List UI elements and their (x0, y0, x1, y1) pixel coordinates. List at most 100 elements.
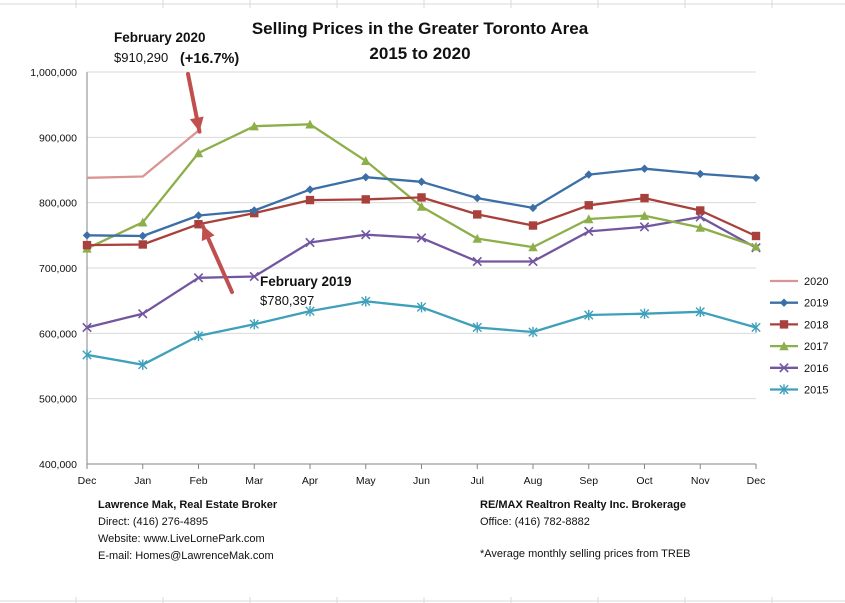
point-2016-6 (416, 233, 427, 243)
x-tick-label: Dec (747, 475, 766, 487)
point-2017-2 (193, 148, 204, 158)
point-2017-1 (138, 217, 148, 227)
annotation-feb-2020-change: (+16.7%) (180, 51, 240, 67)
legend-label-2020: 2020 (804, 276, 828, 288)
legend-item-2015: 2015 (770, 384, 828, 397)
point-2018-0 (82, 240, 92, 250)
y-tick-label: 500,000 (39, 394, 77, 406)
legend-label-2017: 2017 (804, 341, 828, 353)
annotation-feb-2019-label: February 2019 (260, 274, 352, 289)
point-2015-12 (751, 322, 761, 333)
axes: 400,000 500,000 600,000 700,000 800,000 900,0… (30, 67, 765, 487)
x-tick-label: Jan (134, 475, 151, 487)
series-2017 (82, 119, 761, 253)
x-tick-label: Nov (691, 475, 710, 487)
point-2016-2 (193, 273, 204, 283)
annotation-feb-2019-value: $780,397 (260, 293, 315, 308)
legend-marker (779, 298, 789, 307)
point-2018-10 (640, 193, 649, 203)
point-2018-5 (361, 195, 370, 204)
point-2016-4 (305, 237, 315, 248)
point-2019-1 (138, 231, 147, 241)
legend-item-2016: 2016 (770, 363, 828, 375)
x-tick-label: Jun (413, 475, 430, 487)
series-line-2020 (86, 129, 200, 179)
point-2019-7 (473, 193, 482, 203)
data-source-note: *Average monthly selling prices from TRE… (480, 548, 691, 560)
legend: 2020 2019 2018 2017 2016 2015 (770, 276, 828, 397)
arrow-feb-2020 (186, 72, 204, 134)
point-2019-12 (751, 173, 761, 183)
point-2017-12 (751, 241, 761, 251)
legend-item-2018: 2018 (770, 319, 828, 331)
point-2015-10 (639, 308, 650, 319)
series-2015 (82, 296, 761, 370)
point-2017-5 (361, 156, 371, 166)
point-2019-6 (417, 177, 426, 186)
x-tick-label: Aug (524, 475, 543, 487)
legend-label-2018: 2018 (804, 319, 828, 331)
point-2015-3 (249, 318, 259, 330)
legend-marker (779, 341, 789, 351)
point-2019-10 (640, 164, 649, 173)
point-2018-8 (528, 221, 538, 230)
point-2016-5 (360, 229, 371, 240)
y-tick-label: 600,000 (39, 328, 77, 340)
point-2018-7 (473, 210, 482, 219)
point-2017-6 (416, 201, 427, 211)
y-tick-label: 900,000 (39, 132, 77, 144)
series-2019 (82, 164, 761, 241)
y-tick-label: 400,000 (39, 459, 77, 471)
point-2019-11 (696, 169, 705, 179)
point-2015-4 (305, 305, 315, 317)
point-2019-0 (82, 231, 92, 240)
x-tick-label: Sep (579, 475, 598, 487)
arrow-feb-2019 (200, 223, 234, 294)
legend-label-2019: 2019 (804, 298, 828, 310)
point-2017-4 (305, 119, 315, 129)
legend-item-2019: 2019 (770, 298, 828, 310)
point-2017-9 (584, 214, 594, 224)
point-2015-9 (584, 309, 594, 321)
legend-label-2015: 2015 (804, 385, 828, 397)
chart-subtitle: 2015 to 2020 (369, 44, 471, 63)
point-2015-5 (361, 296, 371, 307)
legend-marker (779, 320, 789, 329)
annotation-arrows (186, 72, 234, 294)
point-2016-1 (137, 308, 148, 319)
broker-direct-phone: Direct: (416) 276-4895 (98, 516, 209, 528)
point-2015-8 (528, 326, 538, 338)
x-tick-label: May (356, 475, 377, 487)
legend-label-2016: 2016 (804, 363, 828, 375)
gridlines (87, 71, 756, 465)
point-2016-0 (82, 322, 92, 333)
point-2015-2 (193, 330, 204, 342)
x-tick-label: Dec (78, 475, 97, 487)
point-2016-9 (583, 226, 594, 237)
x-tick-label: Jul (471, 475, 484, 487)
point-2017-7 (472, 233, 482, 243)
y-tick-label: 700,000 (39, 263, 77, 275)
x-tick-label: Oct (636, 475, 652, 487)
legend-marker (779, 384, 789, 395)
point-2018-12 (751, 231, 761, 241)
point-2019-4 (305, 185, 315, 194)
point-2018-2 (194, 220, 203, 229)
point-2018-11 (696, 206, 705, 215)
point-2017-10 (639, 211, 650, 220)
chart-title: Selling Prices in the Greater Toronto Ar… (251, 19, 589, 38)
point-2019-9 (584, 170, 593, 179)
point-2019-2 (194, 211, 203, 220)
point-2016-3 (249, 271, 260, 282)
legend-item-2017: 2017 (770, 341, 828, 353)
point-2017-8 (528, 242, 538, 252)
broker-email: E-mail: Homes@LawrenceMak.com (98, 550, 274, 562)
point-2019-8 (528, 203, 538, 213)
point-2016-7 (472, 256, 483, 267)
broker-name: Lawrence Mak, Real Estate Broker (98, 499, 278, 511)
point-2019-5 (361, 172, 370, 182)
x-tick-label: Mar (245, 475, 264, 487)
point-2018-4 (305, 195, 315, 205)
